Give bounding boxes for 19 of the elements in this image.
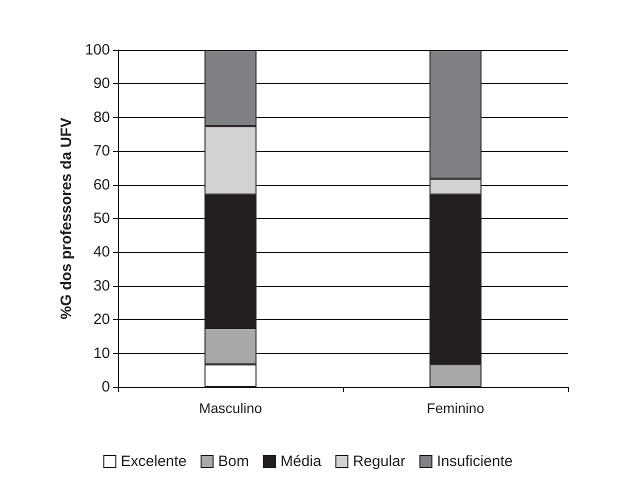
y-tick-label: 90 — [93, 75, 110, 92]
y-tick-label: 70 — [93, 142, 110, 160]
legend-label: Bom — [218, 453, 249, 470]
y-axis-title: %G dos professores da UFV — [58, 118, 76, 320]
legend-label: Regular — [352, 453, 406, 470]
y-tick-label: 80 — [93, 108, 110, 126]
y-tick-label: 50 — [93, 210, 110, 227]
legend-label: Insuficiente — [436, 453, 513, 470]
y-tick-label: 40 — [93, 244, 110, 261]
y-tick-label: 20 — [93, 311, 110, 328]
y-tick-label: 10 — [93, 344, 110, 362]
legend-label: Excelente — [120, 453, 187, 470]
y-tick-label: 0 — [102, 378, 110, 396]
y-tick-label: 100 — [84, 42, 110, 58]
y-tick-label: 60 — [93, 176, 110, 194]
legend-label: Média — [280, 453, 322, 470]
y-tick-label: 30 — [93, 277, 110, 294]
x-tick-label: Masculino — [198, 400, 262, 416]
x-tick-label: Feminino — [426, 400, 484, 416]
